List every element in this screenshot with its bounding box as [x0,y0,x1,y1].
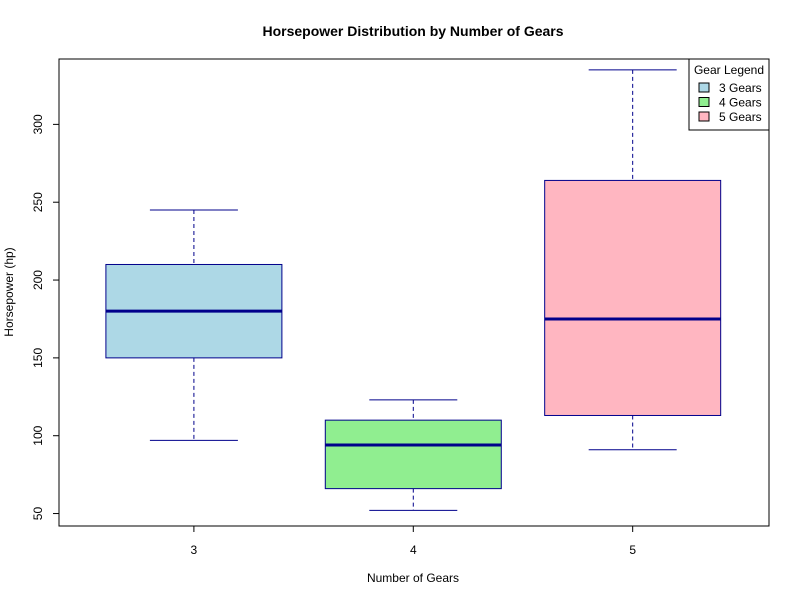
box-gear-3 [105,209,283,441]
iqr-box [324,419,502,490]
legend-title: Gear Legend [694,63,764,77]
x-tick-label: 4 [410,543,417,557]
legend-swatch [698,97,710,107]
x-axis: 3 4 5 [191,525,636,557]
y-tick-label: 100 [31,425,45,445]
x-tick-label: 3 [191,543,198,557]
y-tick-label: 50 [31,507,45,521]
box-gear-4 [324,399,502,511]
y-tick-label: 150 [31,348,45,368]
legend-frame [688,58,770,131]
box-gear-5 [544,69,722,451]
legend-swatch [698,82,710,93]
iqr-box [544,179,722,416]
legend-item-label: 5 Gears [719,110,762,124]
y-axis: 50 100 150 200 250 300 [31,114,60,521]
legend-swatch [698,111,710,122]
y-tick-label: 250 [31,192,45,212]
y-axis-label: Horsepower (hp) [2,247,16,336]
legend-item-label: 3 Gears [719,81,762,95]
x-axis-label: Number of Gears [367,571,459,585]
y-tick-label: 200 [31,270,45,290]
y-tick-label: 300 [31,114,45,134]
boxes-layer [105,69,722,511]
x-tick-label: 5 [629,543,636,557]
legend-item-label: 4 Gears [719,96,762,110]
chart-title: Horsepower Distribution by Number of Gea… [262,23,563,39]
